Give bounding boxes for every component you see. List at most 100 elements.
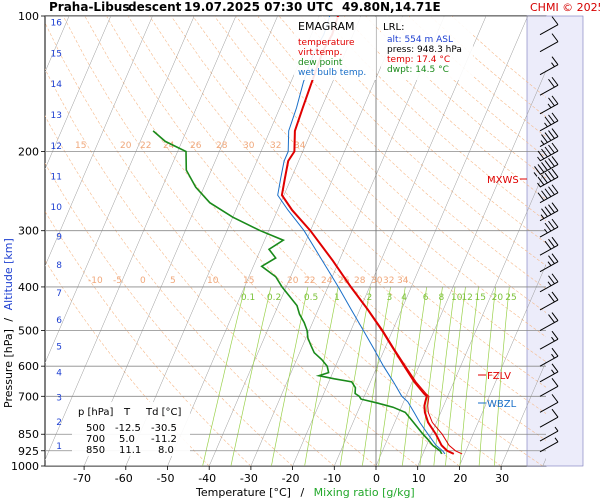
wind-barb-feather [541,190,548,200]
wind-barb-feather [551,330,559,340]
dry-adiabat [170,16,546,388]
wind-barb-feather [534,166,541,175]
x-tick-label: -50 [157,472,175,485]
x-tick-label: -60 [115,472,133,485]
wind-barb [539,226,559,238]
wind-barb-feather [548,314,555,323]
theta-label: 32 [270,141,281,151]
wind-barb [539,136,559,147]
isotherm [167,16,362,466]
mixing-ratio-label: 4 [401,293,407,303]
sounding-datetime: 19.07.2025 07:30 UTC [184,0,333,14]
wind-barb-feather [551,95,559,105]
isotherm [45,16,153,267]
wind-barb-feather [548,238,555,248]
y-tick-label: 700 [18,390,39,403]
legend-title: EMAGRAM [298,20,355,33]
wind-barb [539,41,559,53]
wind-barb-feather [551,236,559,246]
wind-barb-half-feather [554,437,559,443]
lrl-box: LRL: alt: 554 m ASL press: 948.3 hPa tem… [381,17,473,80]
wind-barb-feather [544,222,552,232]
wind-barb-feather [551,16,559,25]
isotherm [334,16,529,466]
x-axis-separator: / [300,486,304,499]
wind-barb-feather [541,208,548,217]
wind-barb-feather [551,408,559,418]
isotherm [292,16,487,466]
mixing-ratio-label: 1 [334,293,340,303]
x-tick-label: -10 [323,472,341,485]
table-cell: 700 [86,434,105,445]
wind-barb-feather [551,112,559,122]
wind-barb-half-feather [533,172,538,177]
wind-barbs [533,16,559,453]
wind-barb-half-feather [551,369,555,375]
lrl-dwpt: dwpt: 14.5 °C [387,65,449,75]
altitude-label: 9 [56,232,62,242]
wind-barb-feather [551,218,559,228]
theta-label: 10 [207,276,219,286]
table-header-td: Td [°C] [145,407,182,418]
theta-label: 26 [338,276,350,286]
legend-item-temperature: temperature [298,38,355,48]
profile-curves [152,16,463,455]
wind-barb-feather [544,206,552,215]
wind-barb-feather [551,156,559,165]
wind-barb [539,103,559,115]
wind-barb-feather [548,204,555,213]
dry-adiabat [343,16,546,200]
wind-barb [539,371,559,383]
dry-adiabat [214,16,546,338]
wind-barb-feather [551,76,559,86]
lrl-alt: alt: 554 m ASL [387,35,453,45]
x-tick-label: 10 [412,472,426,485]
y-tick-label: 500 [18,325,39,338]
wind-barb [539,281,559,293]
table-header-t: T [123,407,131,418]
wind-barb-feather [548,78,555,88]
theta-label: 32 [383,276,394,286]
table-cell: -11.2 [151,434,177,445]
table-cell: -30.5 [151,423,177,434]
wind-barb-half-feather [537,156,541,162]
x-axis-mixing-label: Mixing ratio [g/kg] [314,486,415,499]
x-tick-label: -20 [282,472,300,485]
y-tick-label: 100 [18,10,39,23]
wind-barb-half-feather [551,336,555,342]
table-cell: 8.0 [158,445,174,456]
wind-barb-feather [551,394,559,403]
mixing-ratio-label: 6 [423,293,429,303]
isotherm [459,263,546,466]
wind-barb [539,244,559,256]
dry-adiabat [300,16,546,244]
legend: EMAGRAM temperature virt.temp. dew point… [294,17,376,80]
theta-label: 24 [163,141,175,151]
wind-barb-feather [541,162,548,171]
altitude-label: 15 [51,49,62,59]
y-axis-title: Pressure [hPa] / Altitude [km] [2,238,15,408]
altitude-label: 1 [56,442,62,452]
mixing-ratio-label: 12 [461,293,472,303]
legend-item-dew-point: dew point [298,58,343,68]
sounding-location: 49.80N,14.71E [342,0,441,14]
wind-barb-half-feather [547,261,552,266]
altitude-label: 8 [56,261,62,271]
y-tick-label: 925 [18,445,39,458]
theta-label: 30 [243,141,255,151]
wind-barb [539,120,559,132]
theta-label: 28 [216,141,228,151]
theta-label: 28 [354,276,366,286]
y-tick-label: 1000 [11,460,39,473]
altitude-label: 12 [51,142,62,152]
altitude-label: 10 [51,203,63,213]
lrl-title: LRL: [383,22,404,33]
axis-ticks: -70 -60 -50 -40 -30 -20 -10 0 10 20 30100200300400… [11,10,509,485]
wind-barb-feather [537,150,545,160]
theta-label: 5 [170,276,176,286]
wind-barb-half-feather [551,62,555,67]
theta-label: 24 [321,276,333,286]
wind-barb-feather [551,347,559,357]
